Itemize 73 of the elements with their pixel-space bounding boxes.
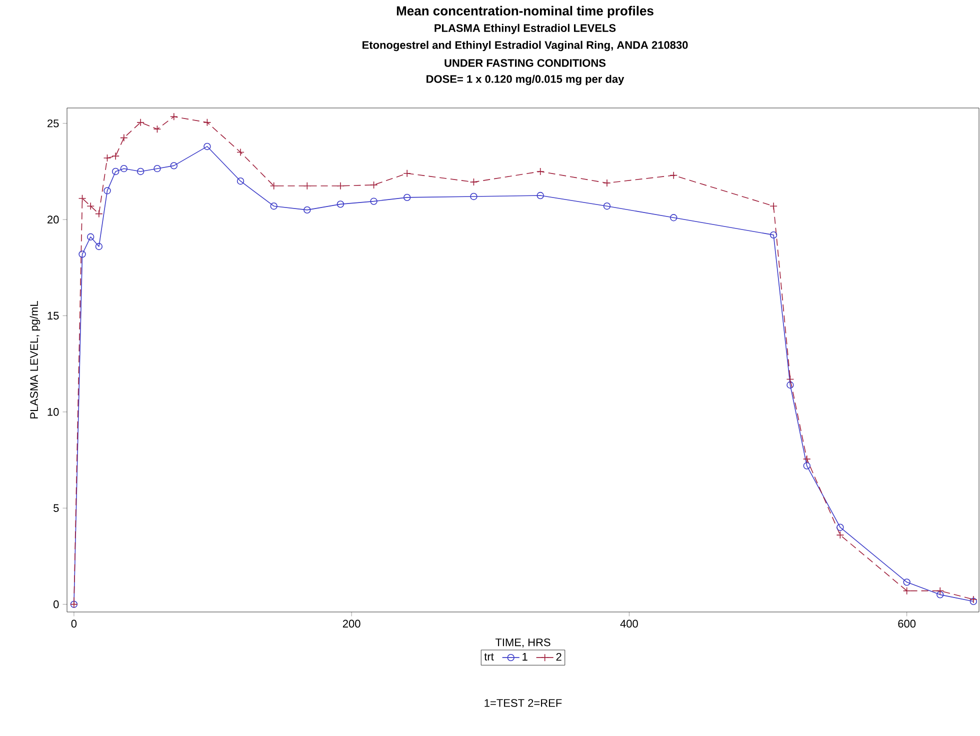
legend-title: trt	[484, 653, 494, 660]
point	[902, 586, 911, 595]
point	[403, 169, 411, 178]
x-tick-label: 0	[71, 620, 77, 628]
point	[78, 194, 86, 202]
point	[112, 152, 120, 160]
point	[603, 202, 611, 210]
point	[270, 182, 278, 190]
y-tick-label: 25	[48, 120, 59, 128]
point	[153, 125, 162, 134]
point	[370, 198, 378, 205]
point	[670, 171, 678, 180]
text: 1=TEST 2=REF	[484, 699, 562, 707]
legend-label: 2	[556, 652, 562, 661]
y-tick-label: 20	[48, 216, 59, 224]
chart-title: Mean concentration-nominal time profiles	[396, 6, 654, 18]
x-tick-label: 600	[898, 620, 916, 628]
x-tick-label: 200	[342, 620, 360, 628]
point	[936, 586, 944, 595]
point	[136, 118, 144, 126]
point	[403, 194, 411, 202]
point	[903, 578, 910, 586]
point	[95, 242, 103, 250]
point	[536, 192, 544, 200]
chart-subtitle: PLASMA Ethinyl Estradiol LEVELS	[434, 24, 616, 34]
point	[670, 214, 678, 222]
point	[95, 210, 103, 218]
point	[470, 192, 478, 200]
point	[536, 168, 544, 176]
point	[936, 591, 944, 598]
point	[170, 112, 178, 121]
point	[112, 168, 120, 176]
point	[86, 202, 95, 210]
point	[104, 187, 111, 194]
point	[136, 168, 144, 176]
y-tick-label: 10	[48, 408, 59, 416]
point	[78, 250, 86, 258]
point	[770, 231, 778, 239]
point	[120, 134, 128, 142]
y-axis-title: PLASMA LEVEL, pg/mL	[30, 301, 40, 418]
point	[303, 182, 312, 190]
point	[87, 233, 94, 240]
text: DOSE= 1 x 0.120 mg/0.015 mg per day	[426, 74, 624, 86]
point	[336, 182, 344, 190]
point	[203, 118, 212, 126]
point	[170, 162, 178, 170]
x-tick-label: 400	[620, 620, 638, 628]
point	[836, 531, 844, 539]
y-tick-label: 15	[48, 312, 59, 320]
text: Etonogestrel and Ethinyl Estradiol Vaginal Ring, ANDA 210830	[362, 40, 688, 52]
point	[803, 462, 810, 470]
point	[336, 200, 344, 208]
point	[270, 202, 278, 210]
point	[103, 154, 112, 162]
point	[770, 202, 778, 210]
point	[370, 181, 378, 189]
point	[236, 177, 244, 185]
point	[786, 375, 794, 384]
point	[304, 206, 311, 214]
y-tick-label: 5	[54, 504, 59, 512]
point	[470, 178, 478, 186]
point	[154, 164, 161, 172]
y-tick-label: 0	[54, 600, 59, 608]
point	[236, 148, 244, 156]
point	[603, 179, 611, 187]
legend-label: 1	[522, 653, 528, 661]
point	[120, 164, 128, 172]
point	[786, 381, 794, 389]
point	[836, 524, 844, 531]
text: UNDER FASTING CONDITIONS	[444, 59, 606, 67]
point	[204, 142, 211, 150]
point	[802, 455, 811, 463]
x-axis-title: TIME, HRS	[495, 638, 550, 648]
